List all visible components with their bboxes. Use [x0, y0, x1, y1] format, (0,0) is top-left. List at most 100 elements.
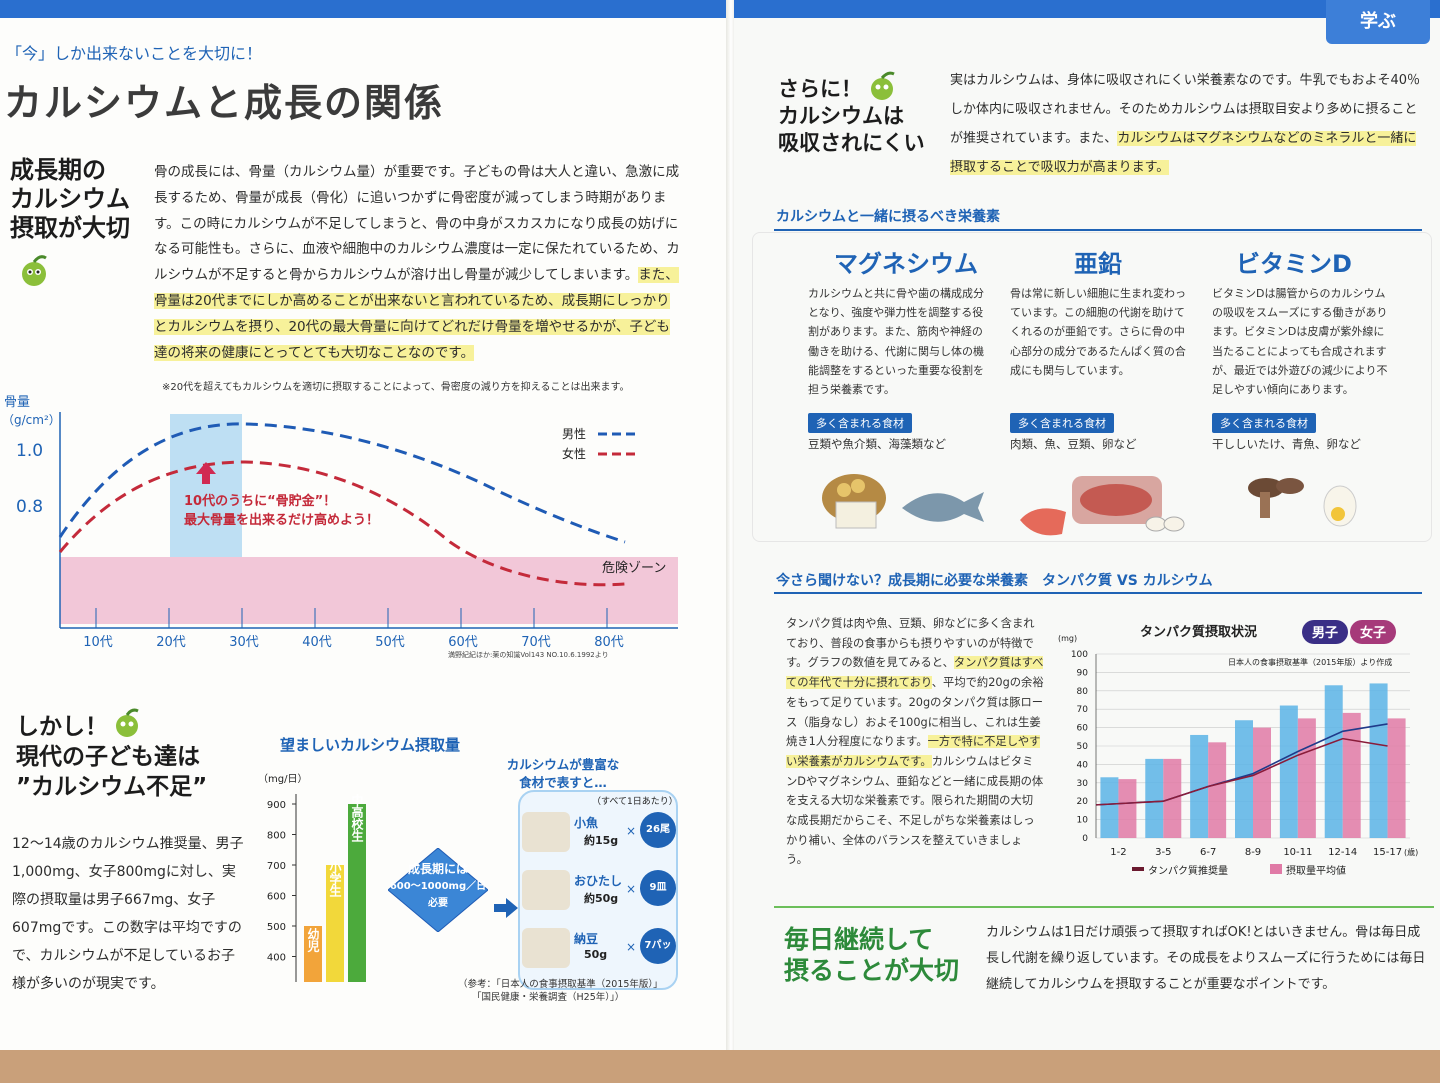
- intake-y-tick-label: 700: [267, 861, 286, 872]
- intake-bar-label: 小学生: [328, 860, 342, 898]
- intake-y-tick-label: 800: [267, 831, 286, 842]
- food-name: おひたし: [574, 874, 623, 888]
- mascot-icon: [864, 70, 898, 108]
- nutrients-panel: [752, 232, 1432, 542]
- food-amount: 50g: [584, 948, 608, 961]
- chart-source: 日本人の食事摂取基準（2015年版）より作成: [1228, 657, 1392, 667]
- legend-girl-chip: [1350, 620, 1396, 644]
- recommended-line-girl: [1095, 737, 1388, 806]
- nutrient-foods: 肉類、魚、豆類、卵など: [1010, 437, 1137, 451]
- nutrient-description: 骨は常に新しい細胞に生まれ変わっています。この細胞の代謝を助けてくれるのが亜鉛で…: [1010, 287, 1186, 377]
- body-text: カルシウムはビタミンDやマグネシウム、亜鉛などと一緒に成長期の体を支える大切な栄…: [786, 754, 1044, 867]
- legend-female: 女性: [562, 446, 586, 461]
- bar-boy: [1279, 705, 1298, 838]
- legend-male: 男性: [562, 427, 586, 441]
- food-row: 納豆 50g × 7パック: [522, 922, 678, 976]
- food-illustration: [522, 812, 570, 852]
- bar-boy: [1324, 685, 1343, 838]
- section-rule: [774, 229, 1422, 231]
- x-tick-label: 6-7: [1200, 847, 1216, 858]
- intake-bar-label: 中高校生: [350, 793, 364, 843]
- y-tick-label: 70: [1077, 705, 1089, 715]
- body-text: タンパク質は肉や魚、豆類、卵などに多く含まれており、普段の食事からも摂りやすいの…: [786, 617, 1035, 670]
- legend-line-swatch: [1132, 867, 1144, 871]
- top-blue-border: [0, 0, 728, 18]
- chart-title: タンパク質摂取状況: [1140, 624, 1257, 640]
- badge-text: 成長期には: [407, 862, 468, 876]
- reference-line: （参考：「日本人の食事摂取基準（2015年版）」: [458, 979, 663, 990]
- food-count: 7パック: [640, 928, 676, 964]
- x-tick-label: 30代: [229, 635, 259, 650]
- bar-girl: [1253, 727, 1271, 838]
- body-text: 、平均で約20gの余裕をもって足りています。20gのタンパク質は豚ロース（脂身な…: [786, 676, 1044, 749]
- bar-boy: [1100, 777, 1119, 838]
- daily-heading: 毎日継続して 摂ることが大切: [784, 924, 959, 986]
- x-tick-label: 60代: [448, 635, 478, 650]
- reference-line: 「国民健康・栄養調査（H25年）」）: [472, 992, 625, 1003]
- chart-unit: (mg): [1058, 634, 1077, 643]
- daily-body: カルシウムは1日だけ頑張って摂取すればOK!とはいきません。骨は毎日成長し代謝を…: [986, 925, 1426, 992]
- heading-line: カルシウム: [10, 185, 130, 213]
- y-tick-label: 10: [1077, 816, 1089, 826]
- badge-text: 600〜1000mg／日: [389, 881, 487, 892]
- bar-girl: [1387, 718, 1406, 838]
- intake-chart: （mg/日） 900 800 700 600 500 400 幼児 小学生 中高校生: [256, 760, 496, 990]
- section1-heading: 成長期の カルシウム 摂取が大切: [10, 156, 130, 243]
- nutrient-name: マグネシウム: [834, 250, 978, 278]
- bar-boy: [1235, 720, 1253, 838]
- heading-line: カルシウムは: [778, 104, 904, 128]
- y-tick-label: 40: [1077, 760, 1089, 770]
- section1-body: 骨の成長には、骨量（カルシウム量）が重要です。子どもの骨は大人と違い、急激に成長…: [154, 160, 682, 366]
- y-tick-label: 60: [1077, 724, 1089, 734]
- danger-zone-label: 危険ゾーン: [602, 561, 666, 576]
- y-label: 骨量: [4, 395, 30, 410]
- intake-y-tick-label: 600: [267, 892, 286, 903]
- food-amount: 約50g: [584, 892, 619, 905]
- intake-y-tick-label: 500: [267, 922, 286, 933]
- top-blue-border: [734, 0, 1440, 18]
- foods-tag: 多く含まれる食材: [1212, 413, 1316, 433]
- bone-mass-chart: 骨量 （g/cm²） 1.0 0.8 10代のうちに“骨貯金”！ 最大骨量を出来…: [0, 392, 700, 662]
- right-page: 学ぶ さらに！ カルシウムは 吸収されにくい 実はカルシウムは、身体に吸収されに…: [734, 0, 1440, 1050]
- x-tick-label: 1-2: [1110, 847, 1126, 858]
- legend-boy: 男子: [1312, 626, 1338, 641]
- nutrient-foods: 干ししいたけ、青魚、卵など: [1212, 437, 1361, 451]
- footnote: ※20代を超えてもカルシウムを適切に摂取することによって、骨密度の減り方を抑える…: [162, 382, 630, 393]
- mushroom-egg-illustration: [1240, 466, 1360, 532]
- intake-unit: （mg/日）: [258, 773, 307, 785]
- food-name: 納豆: [574, 932, 599, 946]
- heading-line: 吸収されにくい: [778, 131, 925, 155]
- heading-line: しかし！: [16, 714, 108, 740]
- section2-heading: しかし！ 現代の子ども達は ”カルシウム不足”: [16, 712, 207, 802]
- protein-body: タンパク質は肉や魚、豆類、卵などに多く含まれており、普段の食事からも摂りやすいの…: [786, 614, 1044, 870]
- body-text: 実はカルシウムは、身体に吸収されにくい栄養素なのです。牛乳でもおよそ40％しか体…: [950, 73, 1420, 146]
- x-tick-label: 40代: [302, 635, 332, 650]
- heading-line: ”カルシウム不足”: [16, 774, 208, 800]
- meat-egg-illustration: [1016, 462, 1196, 542]
- legend-bar-swatch: [1270, 864, 1282, 874]
- bar-boy: [1369, 683, 1388, 838]
- intake-bar: [348, 804, 366, 982]
- y-label-unit: （g/cm²）: [2, 413, 61, 427]
- x-tick-label: 80代: [594, 635, 624, 650]
- foods-note: （すべて1日あたり）: [592, 797, 678, 807]
- intake-bar-label: 幼児: [306, 927, 320, 953]
- heading-line: 現代の子ども達は: [16, 744, 200, 770]
- foods-title: カルシウムが豊富な 食材で表すと…: [498, 756, 628, 792]
- times-icon: ×: [626, 824, 637, 838]
- nutrient-description: ビタミンDは腸管からのカルシウムの吸収をスムーズにする働きがあります。ビタミンD…: [1212, 287, 1388, 397]
- foods-title-line: カルシウムが豊富な: [506, 757, 620, 772]
- y-tick: 0.8: [16, 497, 43, 517]
- intake-bar: [326, 865, 344, 982]
- heading-line: 摂ることが大切: [784, 956, 960, 985]
- x-tick-label: 70代: [521, 635, 551, 650]
- legend-girl: 女子: [1360, 625, 1386, 641]
- y-tick-label: 100: [1071, 650, 1088, 660]
- y-tick-label: 0: [1082, 834, 1088, 844]
- food-row: 小魚 約15g × 26尾: [522, 806, 678, 860]
- food-illustration: [522, 870, 570, 910]
- legend-boy-chip: [1302, 620, 1348, 644]
- kicker: 「今」しか出来ないことを大切に！: [6, 44, 263, 63]
- nutrients-section-title: カルシウムと一緒に摂るべき栄養素: [776, 209, 1000, 225]
- bar-girl: [1297, 718, 1316, 838]
